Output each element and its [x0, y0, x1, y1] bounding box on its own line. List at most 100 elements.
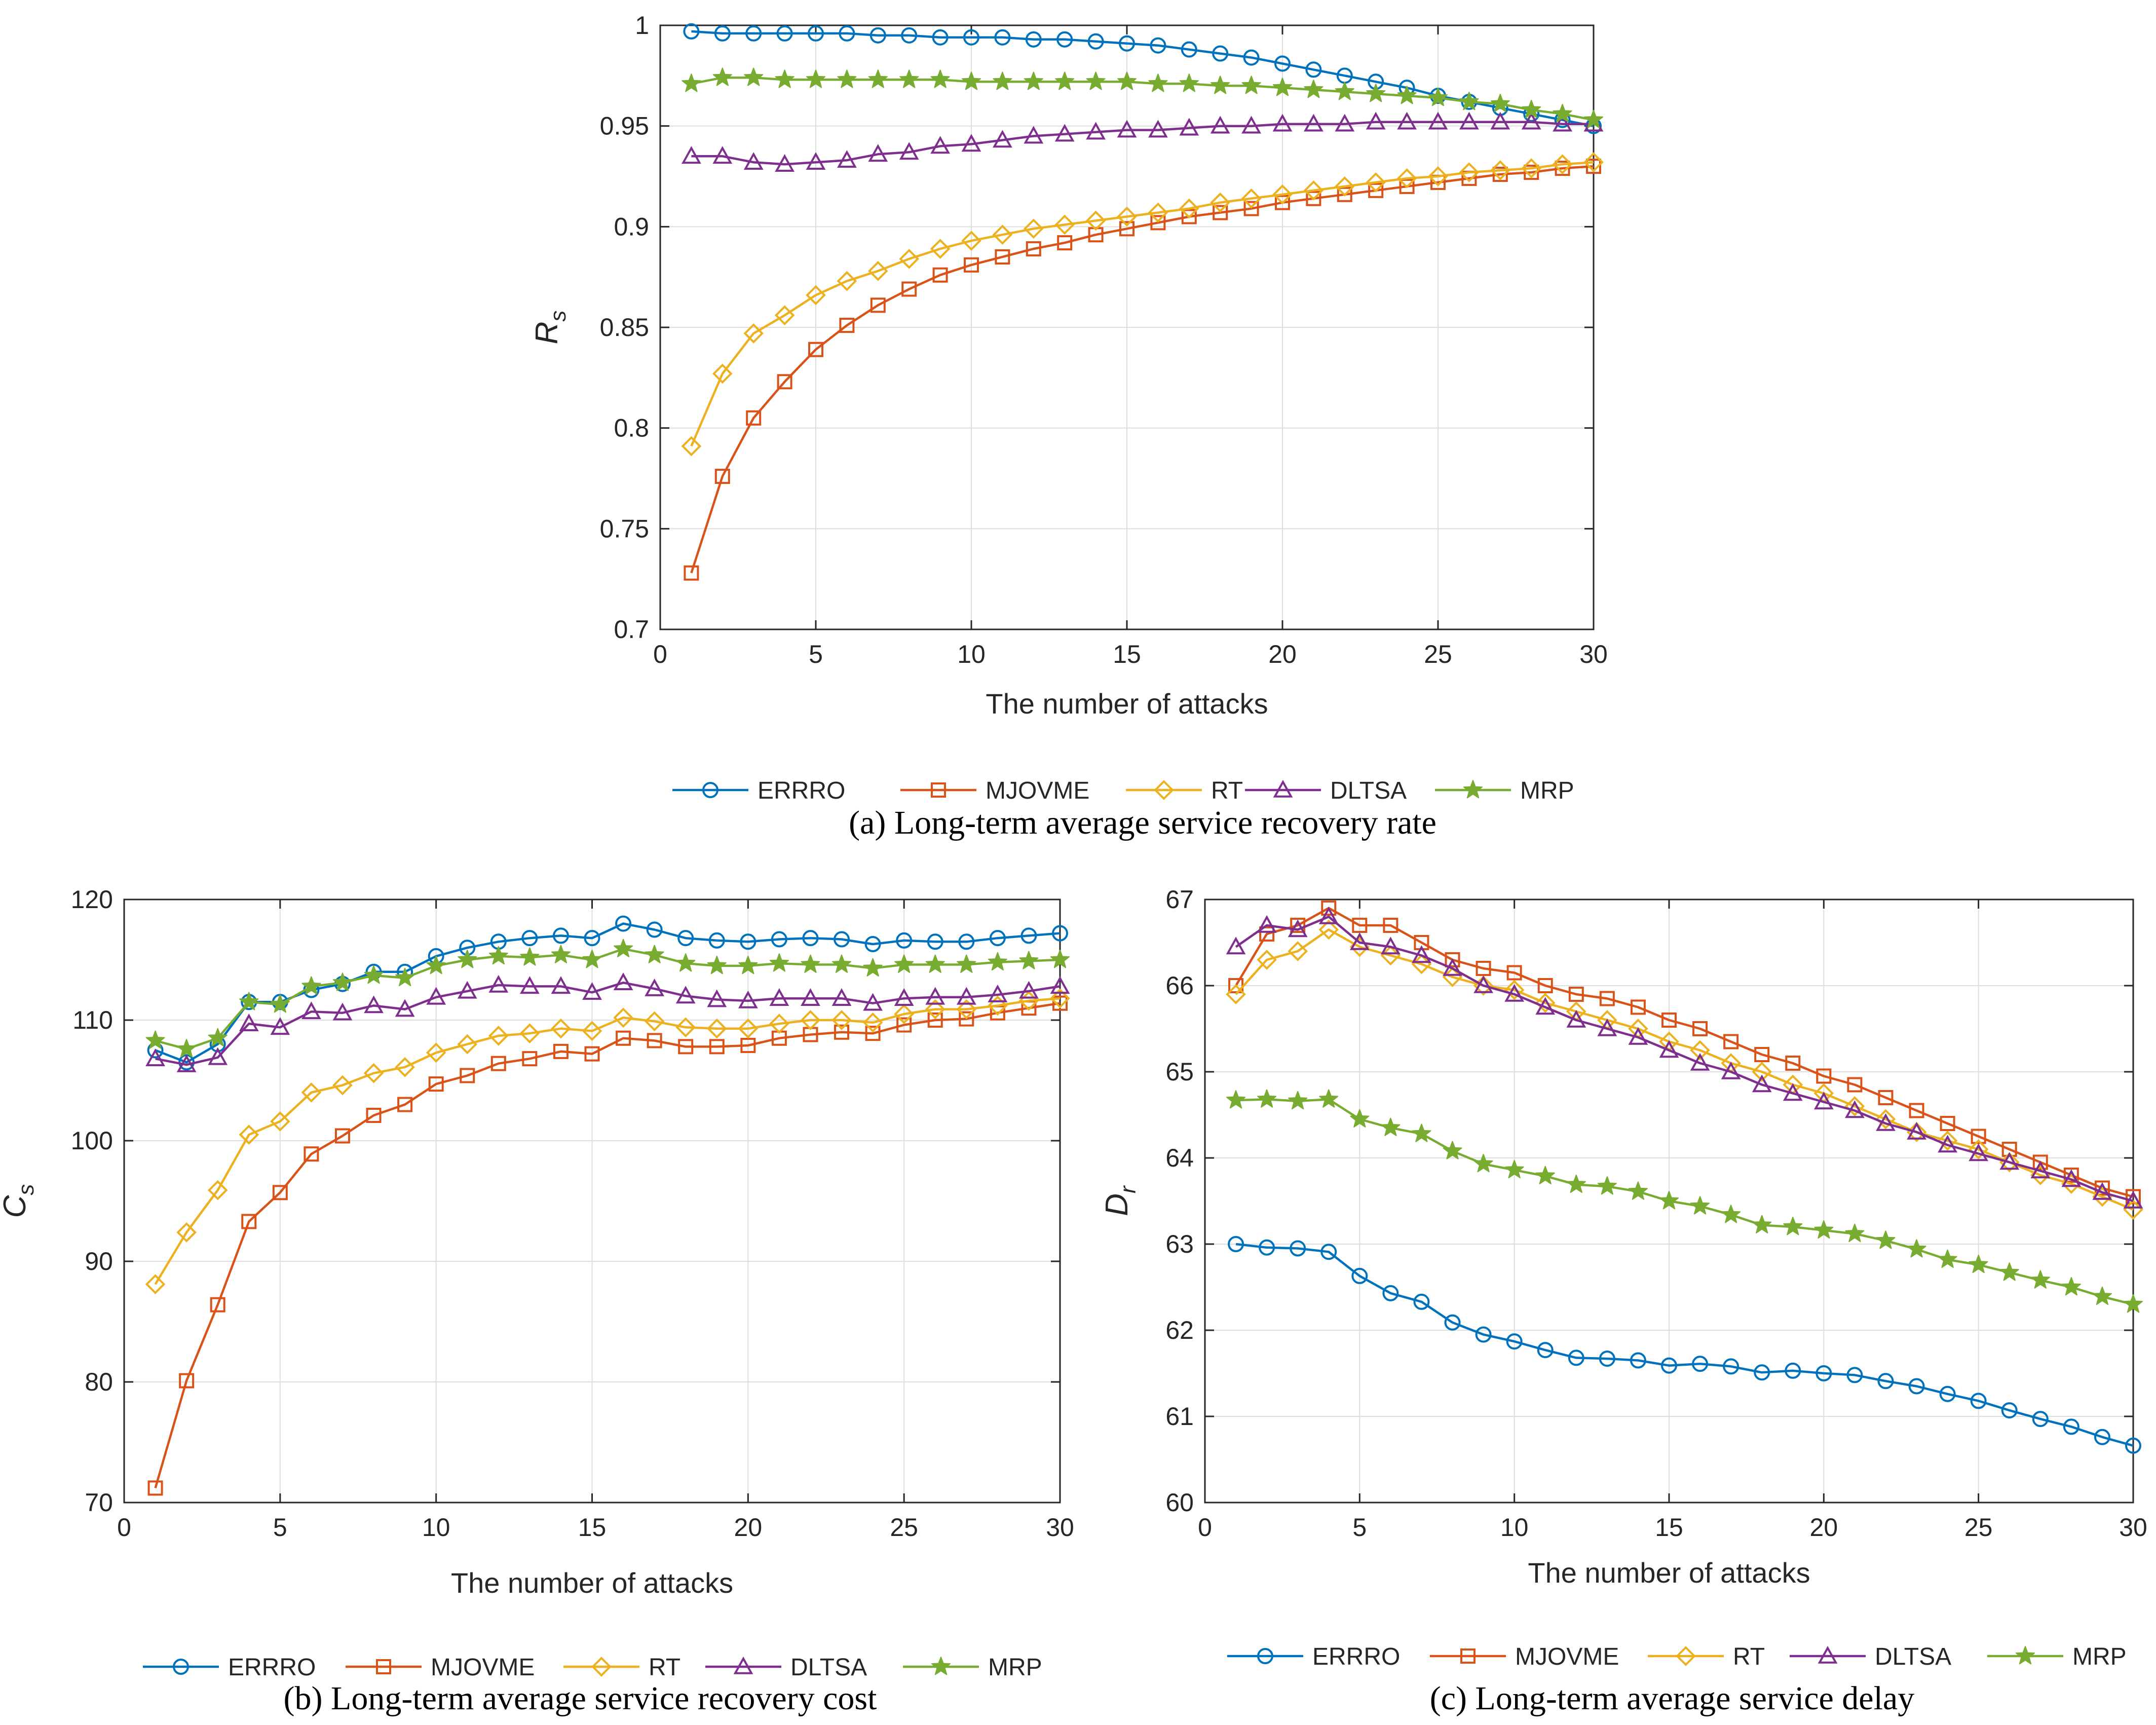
data-point-errro [1228, 1236, 1244, 1252]
series-errro [1228, 1236, 2141, 1454]
data-point-rt [862, 1012, 883, 1033]
data-point-mjovme [1275, 195, 1290, 210]
data-point-mrp [1211, 76, 1230, 94]
data-point-dltsa [956, 987, 976, 1005]
data-point-mjovme [1306, 191, 1321, 206]
data-point-rt [1690, 1040, 1710, 1061]
data-point-dltsa [488, 974, 509, 993]
data-point-dltsa [743, 152, 764, 170]
data-point-mrp [1350, 1109, 1370, 1128]
data-point-mjovme [1506, 965, 1522, 981]
data-point-mrp [270, 994, 290, 1013]
data-point-dltsa [775, 154, 795, 172]
y-tick-label: 61 [1165, 1402, 1194, 1431]
data-point-rt [894, 1004, 914, 1024]
data-point-dltsa [364, 995, 384, 1014]
data-point-errro [1506, 1333, 1523, 1350]
data-point-mrp [744, 67, 764, 86]
data-point-mjovme [901, 281, 917, 297]
data-point-mrp [894, 954, 914, 973]
data-point-mjovme [1290, 918, 1306, 933]
data-point-errro [1150, 37, 1166, 54]
data-point-rt [1396, 168, 1417, 189]
data-point-rt [712, 363, 733, 384]
legend-label-rt: RT [1211, 777, 1243, 804]
data-point-mrp [775, 69, 795, 88]
data-point-errro [1320, 1244, 1337, 1260]
data-point-errro [1243, 49, 1260, 66]
data-point-mjovme [834, 1024, 850, 1040]
data-point-mjovme [1213, 205, 1228, 220]
y-axis-label-main: D [1100, 1193, 1134, 1216]
data-point-mjovme [2032, 1154, 2048, 1170]
y-tick-label: 80 [85, 1368, 113, 1396]
x-tick-label: 30 [2119, 1513, 2147, 1542]
data-point-errro [1305, 61, 1322, 78]
data-point-mjovme [1754, 1047, 1770, 1062]
data-point-rt [1752, 1062, 1772, 1082]
legend-marker-rt [1676, 1646, 1696, 1666]
data-point-rt [769, 1014, 789, 1034]
data-point-mrp [1459, 92, 1479, 110]
data-point-rt [1334, 176, 1355, 197]
data-point-rt [1050, 988, 1070, 1008]
data-point-mjovme [490, 1056, 506, 1071]
data-point-mrp [1288, 1091, 1308, 1110]
legend: ERRRO MJOVME RT DLTSA MRP [671, 762, 1599, 818]
data-point-mjovme [2126, 1189, 2141, 1205]
data-point-rt [239, 1124, 259, 1145]
data-point-rt [806, 285, 826, 306]
data-point-rt [332, 1075, 353, 1096]
data-point-errro [839, 25, 855, 42]
data-point-mrp [1473, 1153, 1493, 1173]
legend-label-errro: ERRRO [1312, 1643, 1400, 1670]
data-point-rt [1366, 172, 1386, 193]
y-tick-label: 67 [1165, 885, 1194, 914]
data-point-rt [1210, 192, 1231, 213]
data-point-rt [1257, 950, 1277, 970]
data-point-errro [683, 23, 700, 40]
data-point-errro [1119, 35, 1135, 52]
y-tick-label: 62 [1165, 1316, 1194, 1344]
data-point-dltsa [1938, 1135, 1957, 1153]
data-point-mjovme [870, 297, 886, 313]
data-point-mrp [1583, 109, 1604, 129]
legend: ERRRO MJOVME RT DLTSA MRP [129, 1639, 1056, 1695]
legend-label-errro: ERRRO [228, 1654, 316, 1681]
data-point-dltsa [682, 146, 701, 164]
data-point-rt [1937, 1131, 1958, 1151]
x-tick-label: 5 [273, 1513, 287, 1542]
data-point-rt [800, 1010, 821, 1030]
x-tick-label: 5 [1352, 1513, 1367, 1542]
legend-label-mrp: MRP [988, 1654, 1042, 1681]
data-point-rt [613, 1007, 633, 1028]
y-tick-label: 0.7 [614, 615, 649, 644]
x-tick-label: 25 [1424, 640, 1452, 668]
data-point-dltsa [239, 1014, 259, 1031]
data-point-mrp [957, 954, 976, 973]
data-point-dltsa [301, 1001, 321, 1020]
data-point-mjovme [334, 1128, 350, 1144]
y-tick-label: 65 [1165, 1058, 1194, 1086]
data-point-dltsa [831, 988, 852, 1006]
data-point-mjovme [839, 318, 855, 333]
data-point-mjovme [964, 257, 979, 273]
data-point-rt [457, 1034, 478, 1055]
data-point-dltsa [1366, 111, 1386, 130]
data-point-errro [1568, 1349, 1584, 1366]
data-point-dltsa [645, 979, 665, 996]
data-point-errro [2125, 1437, 2141, 1454]
data-point-mrp [208, 1028, 228, 1047]
data-point-mrp [1428, 88, 1448, 106]
data-point-errro [1661, 1357, 1677, 1374]
legend-item-mjovme: MJOVME [346, 1654, 535, 1681]
y-axis-label-subscript: s [14, 1184, 39, 1195]
data-point-mrp [395, 967, 415, 987]
data-point-mrp [2061, 1277, 2081, 1296]
data-point-mjovme [241, 1214, 257, 1229]
data-point-mjovme [1909, 1103, 1924, 1118]
series-mrp [682, 67, 1604, 129]
x-tick-label: 15 [1655, 1513, 1683, 1542]
data-point-errro [708, 932, 725, 949]
data-point-dltsa [1428, 111, 1448, 130]
